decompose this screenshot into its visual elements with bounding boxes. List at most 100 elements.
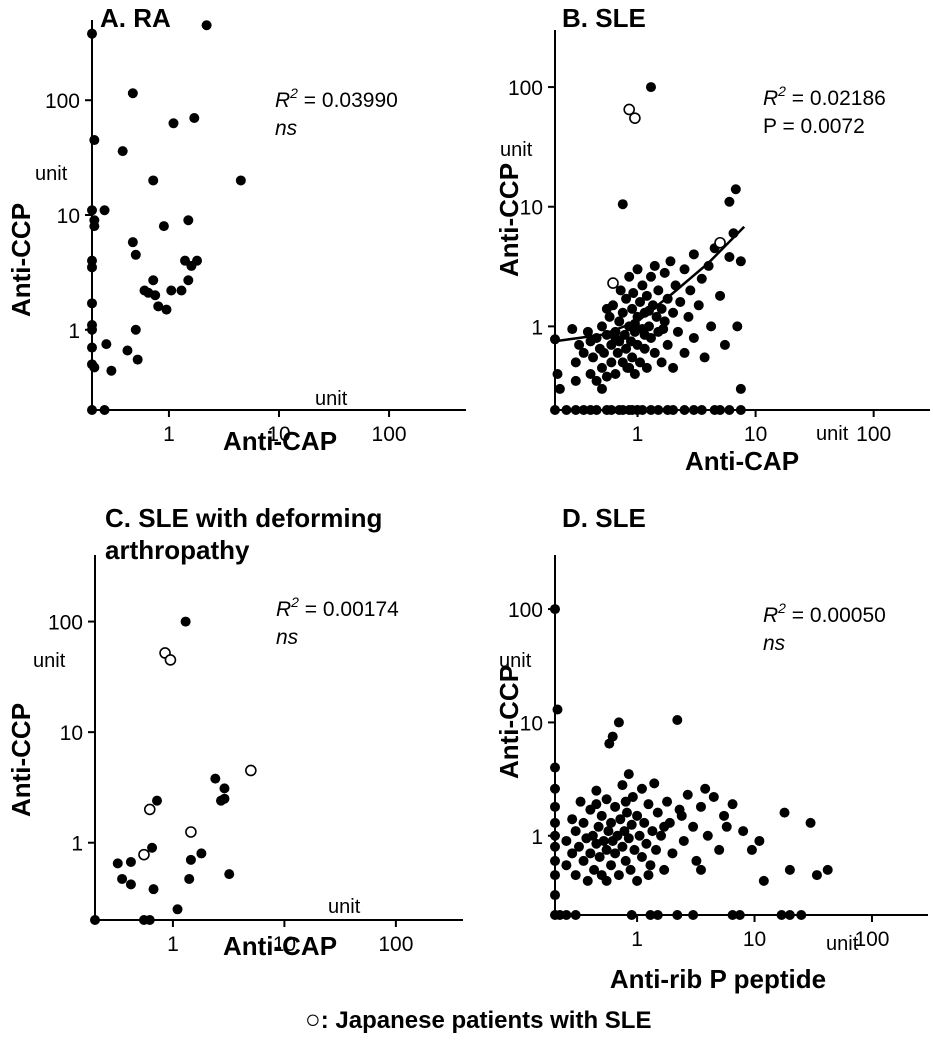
data-point [130, 324, 141, 335]
data-point [570, 375, 581, 386]
data-point [612, 830, 623, 841]
data-point [715, 290, 726, 301]
data-point [158, 221, 169, 232]
data-point [594, 851, 605, 862]
y-unit-label: unit [500, 139, 533, 161]
data-point [667, 848, 678, 859]
data-point [591, 375, 602, 386]
data-point [653, 405, 664, 415]
data-point [168, 118, 179, 129]
data-point [607, 731, 618, 742]
data-point [656, 357, 667, 368]
data-point [678, 835, 689, 846]
data-point [668, 362, 679, 373]
data-point [645, 860, 656, 871]
data-point [688, 821, 699, 832]
data-point [724, 405, 735, 415]
data-point [561, 860, 572, 871]
data-point [87, 324, 97, 335]
data-point [180, 616, 191, 627]
data-point [591, 799, 602, 810]
data-point [636, 851, 647, 862]
data-point [550, 817, 560, 828]
data-point [623, 833, 634, 844]
data-point [632, 810, 643, 821]
data-point [695, 801, 706, 812]
data-point [643, 870, 654, 881]
data-point [574, 339, 585, 350]
data-point [610, 368, 621, 379]
data-point [643, 321, 654, 332]
y-axis-label: Anti-CCP [494, 665, 524, 779]
data-point [161, 304, 172, 315]
panel-d: 1 1 10 10 100 100 D. SLE Anti-CCP Anti-rib P pep… [494, 503, 928, 994]
data-point [112, 858, 123, 869]
y-tick-label: 100 [508, 77, 543, 100]
data-point [649, 260, 660, 271]
data-point [87, 205, 97, 216]
data-point-open [185, 826, 197, 838]
x-unit-label: unit [816, 423, 849, 445]
data-point [647, 826, 658, 837]
data-point [596, 810, 607, 821]
p-value-label: ns [763, 632, 786, 655]
panel-title: C. SLE with deforming [105, 503, 382, 533]
data-point [596, 362, 607, 373]
data-point [192, 255, 203, 266]
data-point [615, 814, 626, 825]
data-point [659, 864, 670, 875]
data-point [645, 405, 656, 415]
data-point [784, 910, 795, 920]
data-point [106, 365, 117, 376]
data-point [626, 910, 637, 920]
data-point [719, 339, 730, 350]
data-point-open [623, 103, 635, 116]
panel-title: B. SLE [562, 3, 646, 33]
data-point [606, 405, 617, 415]
data-point [746, 844, 757, 855]
data-point [585, 368, 596, 379]
data-point [688, 405, 699, 415]
data-point [183, 275, 194, 286]
data-point [688, 249, 699, 260]
data-point [679, 405, 690, 415]
data-point [613, 717, 624, 728]
data-point [101, 339, 112, 350]
data-point [617, 307, 628, 318]
data-point [754, 835, 765, 846]
data-point [682, 789, 693, 800]
data-point [656, 303, 667, 314]
data-point [672, 715, 683, 726]
data-point-open [629, 112, 641, 124]
x-tick-label: 1 [631, 928, 643, 951]
data-point [585, 848, 596, 859]
data-point [665, 256, 676, 267]
data-point [575, 796, 586, 807]
y-tick-label: 1 [71, 833, 83, 856]
panel-title: A. RA [100, 3, 171, 33]
data-point [122, 345, 133, 356]
panel-title: D. SLE [562, 503, 646, 533]
data-point [735, 405, 746, 415]
data-point [567, 814, 578, 825]
data-point [632, 264, 643, 275]
data-point [585, 336, 596, 347]
data-point [90, 915, 100, 925]
data-point [702, 830, 713, 841]
data-point [645, 910, 656, 920]
x-unit-label: unit [315, 388, 348, 410]
data-point [653, 285, 664, 296]
data-point [588, 352, 599, 363]
data-point [659, 821, 670, 832]
data-point [651, 311, 662, 322]
data-point [235, 175, 246, 186]
data-point [662, 339, 673, 350]
data-point [554, 383, 565, 394]
data-point [672, 326, 683, 337]
data-point [645, 271, 656, 282]
data-point-open [164, 654, 177, 666]
data-point [675, 296, 686, 307]
data-point [652, 807, 663, 818]
p-value-label: ns [275, 117, 298, 140]
